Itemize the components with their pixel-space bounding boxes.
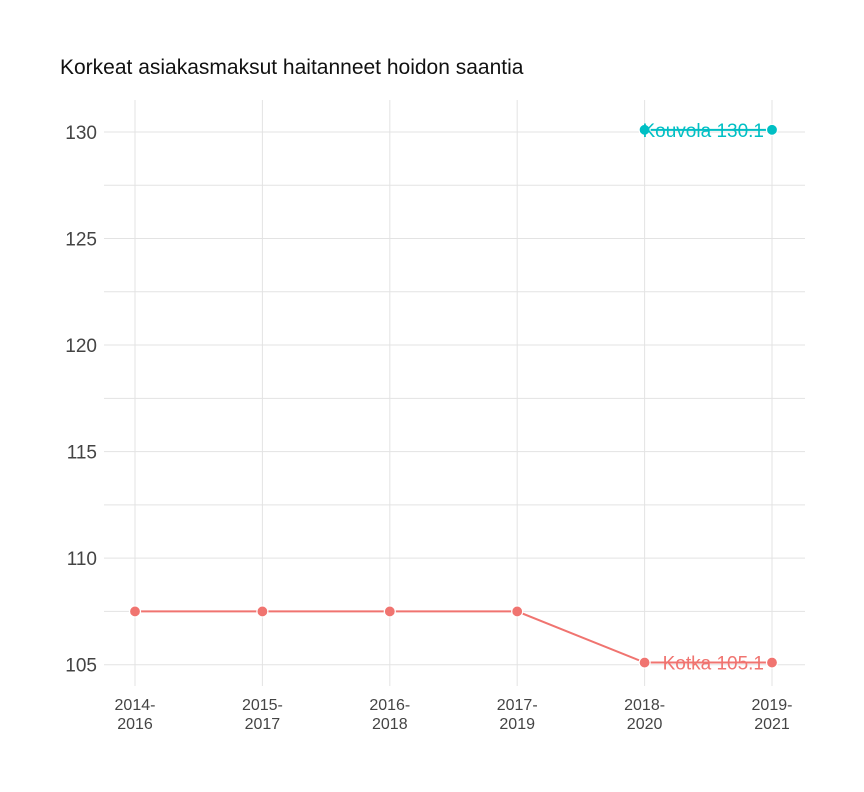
x-tick-label-line: 2021 (754, 716, 790, 733)
x-tick-label-line: 2017 (245, 716, 281, 733)
x-tick-label: 2019- 2021 (752, 697, 793, 733)
y-axis-ticks: 105 110 115 120 125 130 (65, 123, 97, 677)
x-tick-label-line: 2015- (242, 697, 283, 714)
y-tick-label: 125 (65, 230, 97, 251)
x-tick-label: 2016- 2018 (369, 697, 410, 733)
data-point-kotka (638, 656, 651, 669)
chart-title: Korkeat asiakasmaksut haitanneet hoidon … (60, 56, 524, 79)
data-point-kotka (383, 605, 396, 618)
x-tick-label-line: 2020 (627, 716, 663, 733)
x-tick-label-line: 2017- (497, 697, 538, 714)
x-tick-label-line: 2019- (752, 697, 793, 714)
data-point-kotka (128, 605, 142, 618)
data-point-kotka (765, 656, 779, 669)
y-tick-label: 105 (65, 656, 97, 677)
x-tick-label: 2017- 2019 (497, 697, 538, 733)
data-point-kotka (256, 605, 269, 618)
data-point-kouvola (638, 123, 651, 136)
x-tick-label: 2015- 2017 (242, 697, 283, 733)
x-tick-label-line: 2018- (624, 697, 665, 714)
x-tick-label-line: 2019 (499, 716, 535, 733)
series-line-kotka (135, 610, 772, 664)
x-tick-label-line: 2016- (369, 697, 410, 714)
data-point-kouvola (765, 123, 779, 136)
x-tick-label: 2018- 2020 (624, 697, 665, 733)
y-tick-label: 115 (67, 443, 97, 464)
x-tick-label-line: 2018 (372, 716, 408, 733)
grid (104, 100, 805, 686)
y-tick-label: 110 (67, 549, 97, 570)
end-label-kouvola: Kouvola 130.1 (643, 121, 765, 142)
x-tick-label-line: 2016 (117, 716, 153, 733)
y-tick-label: 130 (65, 123, 97, 144)
x-axis-ticks: 2014- 2016 2015- 2017 2016- 2018 2017- 2019 2018… (115, 697, 793, 733)
data-point-kotka (511, 605, 524, 618)
y-tick-label: 120 (65, 336, 97, 357)
end-label-kotka: Kotka 105.1 (663, 654, 764, 675)
x-tick-label: 2014- 2016 (115, 697, 156, 733)
x-tick-label-line: 2014- (115, 697, 156, 714)
series: Kotka 105.1 Kouvola 130.1 (128, 121, 779, 675)
